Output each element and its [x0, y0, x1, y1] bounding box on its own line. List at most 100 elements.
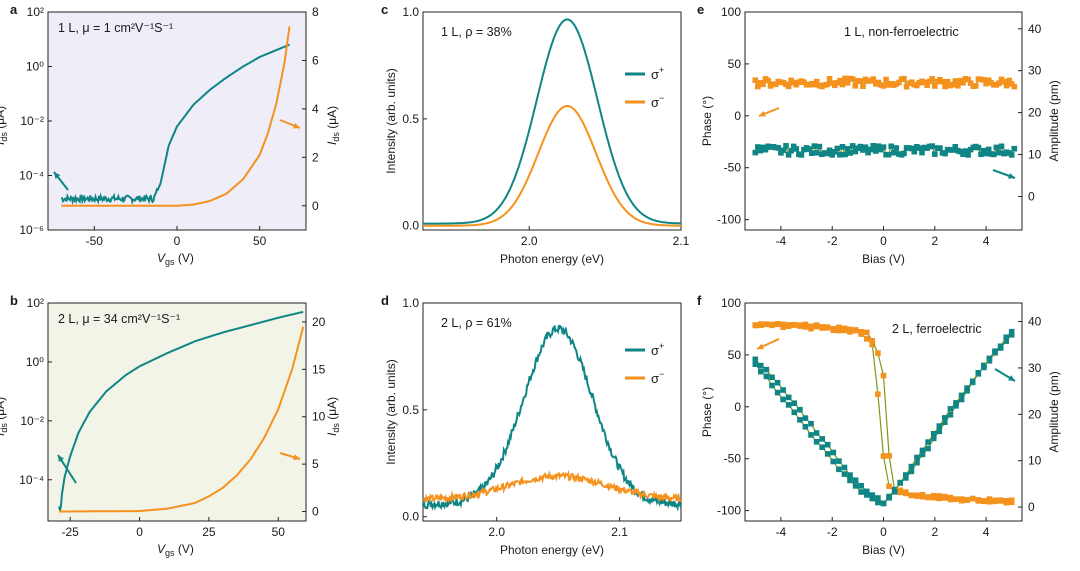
x-axis-label: Bias (V): [862, 252, 905, 266]
amplitude-backward-marker: [791, 400, 798, 406]
panel-e: e -4 -2 0 2 4 100 50 0 -50 -100 0 10 20 30 40 Bias (V) Ph…: [697, 2, 1061, 266]
y-tick-label-left: 10⁻⁶: [19, 223, 44, 237]
series-phase-marker: [973, 83, 979, 89]
series-amplitude-marker: [849, 143, 856, 149]
panel-b: b2 L, μ = 34 cm²V⁻¹S⁻¹-25 0 25 5010²10⁰10⁻²…: [0, 293, 341, 558]
amplitude-forward-marker: [797, 417, 803, 423]
amplitude-backward-marker: [1008, 328, 1015, 335]
amplitude-backward-marker: [914, 454, 920, 461]
series-amplitude-marker: [978, 151, 984, 158]
series-phase-marker: [960, 79, 966, 86]
series-phase-marker: [880, 83, 887, 89]
panel-letter: b: [10, 293, 18, 308]
series-amplitude-marker: [762, 146, 769, 153]
amplitude-backward-marker: [836, 458, 842, 464]
amplitude-forward-marker: [925, 445, 931, 452]
series-amplitude-marker: [814, 150, 820, 156]
y-tick-label-right: 0: [312, 505, 319, 519]
series-phase-marker: [996, 80, 1002, 86]
amplitude-backward-marker: [763, 366, 770, 373]
panel-letter: d: [381, 293, 389, 308]
series-amplitude-marker: [919, 149, 925, 156]
y-tick-label-left: 100: [721, 296, 741, 310]
y-tick-label-left: 10⁰: [26, 355, 44, 369]
series-amplitude-marker: [783, 143, 789, 149]
amplitude-backward-marker: [891, 489, 898, 495]
phase-backward-marker: [763, 321, 770, 327]
series-amplitude-marker: [937, 145, 943, 151]
amplitude-backward-marker: [774, 379, 781, 386]
phase-backward-marker: [930, 494, 937, 501]
series-amplitude-marker: [793, 146, 800, 152]
series-phase-marker: [824, 81, 830, 88]
series-phase-marker: [1003, 82, 1010, 89]
series-teal: [423, 18, 681, 225]
amplitude-backward-marker: [936, 423, 943, 429]
panel-letter: a: [10, 2, 18, 17]
series-amplitude-marker: [996, 149, 1002, 156]
y-tick-label-left: -100: [717, 504, 741, 518]
x-tick-label: 2.0: [488, 525, 505, 539]
series-amplitude-marker: [875, 143, 882, 149]
axis-arrow-head: [293, 454, 300, 461]
series-amplitude-marker: [901, 150, 907, 157]
panel-title: 2 L, μ = 34 cm²V⁻¹S⁻¹: [58, 312, 180, 326]
y-tick-label-left: 0: [734, 400, 741, 414]
y-tick-label-left: 50: [728, 57, 742, 71]
amplitude-backward-marker: [964, 385, 970, 391]
y-tick-label: 1.0: [402, 296, 419, 310]
x-tick-label: 2.1: [611, 525, 628, 539]
phase-backward-marker: [981, 498, 987, 504]
amplitude-forward-marker: [953, 403, 959, 409]
y-tick-label-right: 0: [312, 199, 319, 213]
amplitude-forward-marker: [958, 396, 965, 403]
series-amplitude-marker: [942, 150, 948, 157]
x-axis-label: Photon energy (eV): [500, 252, 604, 266]
series-phase-marker: [896, 79, 902, 86]
x-axis-label: Photon energy (eV): [500, 543, 604, 557]
phase-forward-marker: [780, 324, 786, 330]
series-amplitude-marker: [950, 147, 956, 153]
phase-forward-marker: [880, 453, 887, 459]
x-tick-label: 2: [931, 525, 938, 539]
series-phase-marker: [842, 75, 848, 82]
series-amplitude-marker: [993, 144, 1000, 151]
series-phase-marker: [965, 76, 971, 83]
amplitude-backward-marker: [752, 356, 759, 363]
series-teal: [60, 43, 290, 206]
series-phase-marker: [760, 81, 766, 88]
axis-arrow-head: [1008, 172, 1015, 179]
series-amplitude-marker: [757, 147, 764, 154]
series-phase-marker: [752, 77, 759, 83]
series-phase-marker: [814, 78, 820, 85]
x-tick-label: 0: [136, 525, 143, 539]
amplitude-backward-marker: [785, 394, 792, 401]
phase-backward-marker: [841, 325, 848, 332]
x-tick-label: -50: [86, 234, 104, 248]
legend-label: σ−: [651, 369, 664, 386]
series-amplitude-marker: [1008, 152, 1015, 158]
series-phase-marker: [785, 83, 792, 90]
y-tick-label-right: 10: [1028, 454, 1042, 468]
amplitude-backward-marker: [780, 387, 786, 393]
amplitude-forward-marker: [836, 466, 842, 473]
amplitude-backward-marker: [864, 488, 870, 495]
series-amplitude-marker: [842, 151, 848, 158]
phase-backward-marker: [802, 321, 809, 328]
series-amplitude-marker: [865, 149, 871, 156]
phase-backward-marker: [975, 498, 982, 504]
series-phase-marker: [967, 80, 974, 86]
amplitude-backward-marker: [908, 463, 915, 470]
amplitude-backward-marker: [919, 447, 926, 454]
series-orange: [423, 104, 681, 227]
series-phase-marker: [852, 83, 859, 89]
y-axis-label-right: Amplitude (pm): [1047, 80, 1061, 161]
y-tick-label-right: 40: [1028, 315, 1042, 329]
amplitude-backward-marker: [841, 464, 848, 471]
y-tick-label-left: -100: [717, 213, 741, 227]
amplitude-backward-marker: [969, 378, 976, 385]
x-tick-label: -25: [62, 525, 80, 539]
series-amplitude-marker: [788, 147, 794, 154]
amplitude-backward-marker: [880, 500, 887, 507]
amplitude-forward-marker: [785, 402, 792, 408]
